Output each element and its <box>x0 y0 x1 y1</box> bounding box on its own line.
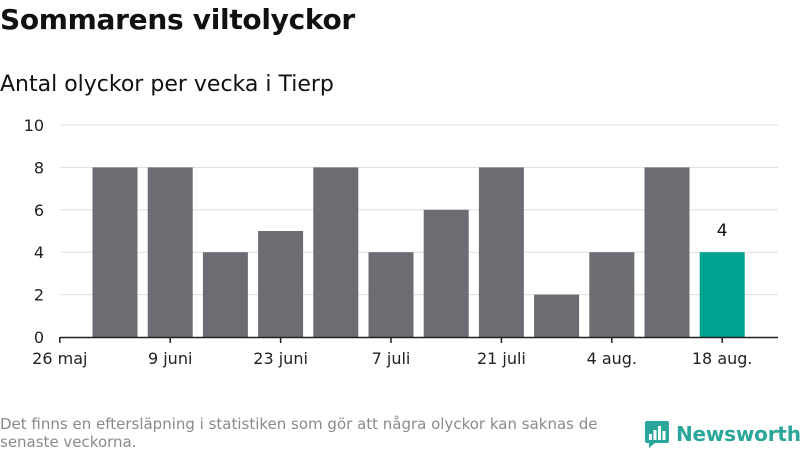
data-label: 4 <box>717 221 728 241</box>
x-tick-label: 26 maj <box>32 349 87 368</box>
bar <box>478 167 524 337</box>
bar <box>589 252 635 337</box>
bar <box>147 167 193 337</box>
bar <box>644 167 690 337</box>
x-tick-label: 4 aug. <box>587 349 637 368</box>
chart-subtitle: Antal olyckor per vecka i Tierp <box>0 72 334 97</box>
newsworthy-logo-icon <box>645 421 669 448</box>
x-tick-label: 7 juli <box>372 349 411 368</box>
bar <box>368 252 414 337</box>
y-tick-label: 2 <box>34 286 44 305</box>
chart-title: Sommarens viltolyckor <box>0 3 355 36</box>
x-tick-label: 21 juli <box>477 349 526 368</box>
bar <box>423 209 469 337</box>
y-tick-label: 10 <box>24 116 44 135</box>
y-tick-label: 4 <box>34 243 44 262</box>
bar <box>313 167 359 337</box>
y-tick-label: 6 <box>34 201 44 220</box>
brand-logo: Newsworthy <box>644 419 800 449</box>
y-tick-label: 0 <box>34 328 44 347</box>
bar <box>92 167 138 337</box>
x-tick-label: 9 juni <box>148 349 192 368</box>
y-tick-label: 8 <box>34 158 44 177</box>
bar-chart: 0 2 4 6 8 10 4 26 maj 9 juni 23 juni 7 juli 21 juli… <box>24 116 778 368</box>
bar <box>202 252 248 337</box>
footnote: Det finns en eftersläpning i statistiken… <box>0 415 598 451</box>
x-tick-label: 23 juni <box>253 349 308 368</box>
bar <box>258 231 304 337</box>
x-tick-label: 18 aug. <box>692 349 753 368</box>
bar <box>534 294 580 337</box>
bar <box>699 252 745 337</box>
brand-name: Newsworthy <box>676 422 800 446</box>
